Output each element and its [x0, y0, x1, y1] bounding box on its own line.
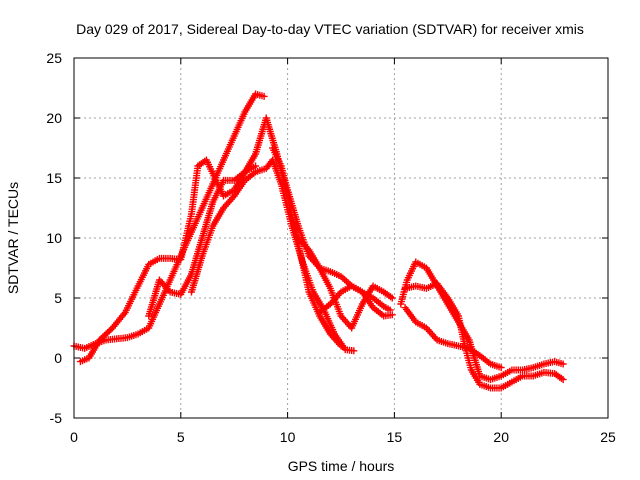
series-track-h [397, 258, 567, 384]
y-tick-label: 5 [54, 290, 62, 306]
x-axis-label: GPS time / hours [288, 458, 395, 474]
y-tick-label: 20 [46, 110, 62, 126]
y-tick-label: -5 [50, 410, 63, 426]
data-point [350, 347, 358, 355]
data-point [388, 311, 396, 319]
data-point [559, 376, 567, 384]
x-tick-label: 25 [600, 429, 616, 445]
x-tick-label: 20 [493, 429, 509, 445]
chart-title: Day 029 of 2017, Sidereal Day-to-day VTE… [76, 21, 584, 37]
data-point [497, 364, 505, 372]
ticks-layer: 0 5 10 15 20 25 -5 0 5 10 15 20 25 [46, 50, 616, 445]
series-track-i [401, 280, 567, 392]
series-track-f [294, 234, 396, 332]
series-track-g [316, 282, 396, 320]
series-track-a [70, 90, 268, 352]
plot-frame [73, 57, 609, 419]
data-point [260, 92, 268, 100]
y-tick-label: 15 [46, 170, 62, 186]
data-point [252, 162, 260, 170]
x-tick-label: 5 [177, 429, 185, 445]
series-track-j [401, 304, 505, 372]
data-point [559, 360, 567, 368]
x-tick-label: 0 [70, 429, 78, 445]
y-tick-label: 0 [54, 350, 62, 366]
grid-layer [74, 58, 608, 418]
series-track-d [187, 156, 358, 355]
data-points [70, 90, 567, 392]
y-axis-label: SDTVAR / TECUs [5, 182, 21, 294]
series-track-c [145, 114, 345, 350]
y-tick-label: 25 [46, 50, 62, 66]
series-track-b [76, 156, 260, 366]
y-tick-label: 10 [46, 230, 62, 246]
data-point [388, 294, 396, 302]
x-tick-label: 15 [387, 429, 403, 445]
x-tick-label: 10 [280, 429, 296, 445]
